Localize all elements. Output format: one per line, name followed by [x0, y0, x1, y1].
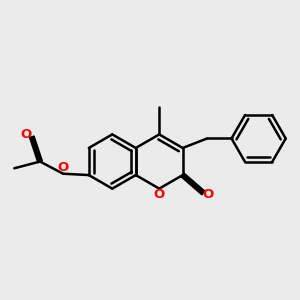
Text: O: O: [154, 188, 165, 200]
Text: O: O: [20, 128, 32, 142]
Text: O: O: [57, 161, 69, 174]
Text: O: O: [202, 188, 214, 200]
